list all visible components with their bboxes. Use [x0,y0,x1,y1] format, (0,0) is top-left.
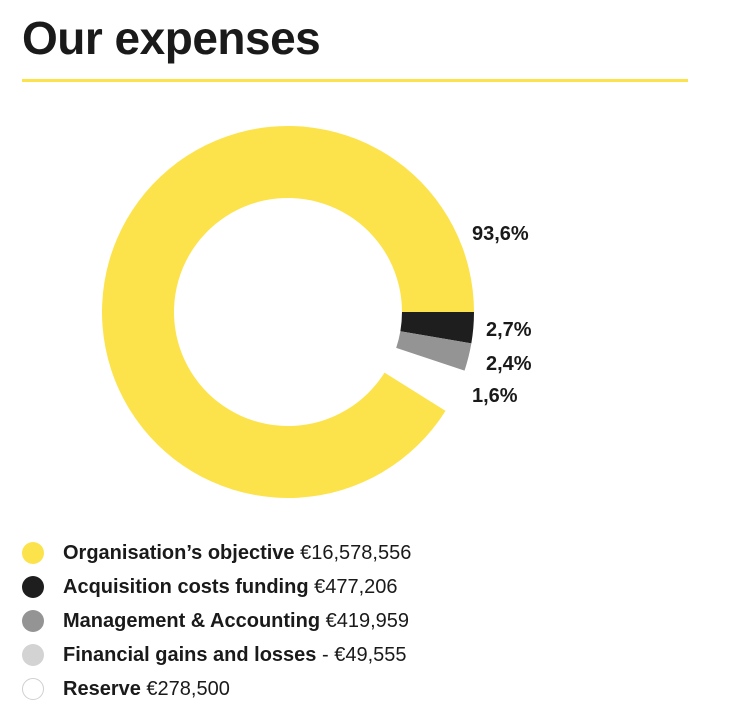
legend-value: €49,555 [334,643,407,666]
legend-swatch [22,678,44,700]
page-title: Our expenses [22,12,321,64]
legend-item-management-accounting: Management & Accounting €419,959 [22,604,411,638]
legend-swatch [22,576,44,598]
legend-item-organisation-s-objective: Organisation’s objective €16,578,556 [22,536,411,570]
percent-label-management-accounting: 2,4% [486,353,532,375]
chart-legend: Organisation’s objective €16,578,556 Acqu… [22,536,411,706]
percent-label-financial-gains-and-losses: 1,6% [472,385,518,407]
legend-item-reserve: Reserve €278,500 [22,672,411,706]
legend-item-acquisition-costs-funding: Acquisition costs funding €477,206 [22,570,411,604]
legend-label: Reserve [63,677,141,700]
percent-label-organisation-s-objective: 93,6% [472,223,529,245]
percent-label-acquisition-costs-funding: 2,7% [486,319,532,341]
legend-value: €278,500 [146,677,230,700]
legend-value: €16,578,556 [300,541,412,564]
legend-label: Financial gains and losses [63,643,317,666]
title-underline [22,79,688,82]
legend-item-financial-gains-and-losses: Financial gains and losses - €49,555 [22,638,411,672]
legend-label: Organisation’s objective [63,541,295,564]
legend-value: €419,959 [325,609,410,632]
expenses-donut-chart: 93,6% 2,7% 2,4% 1,6% [101,125,532,498]
legend-label: Management & Accounting [63,609,321,632]
slice-financial-gains-and-losses [388,355,461,400]
legend-swatch [22,542,44,564]
slice-organisation-s-objective [101,125,474,498]
legend-value: €477,206 [314,575,398,598]
slice-acquisition-costs-funding [400,312,474,344]
legend-label: Acquisition costs funding [63,575,309,598]
legend-separator: - [316,643,335,666]
legend-swatch [22,610,44,632]
legend-swatch [22,644,44,666]
slice-management-accounting [396,331,472,371]
